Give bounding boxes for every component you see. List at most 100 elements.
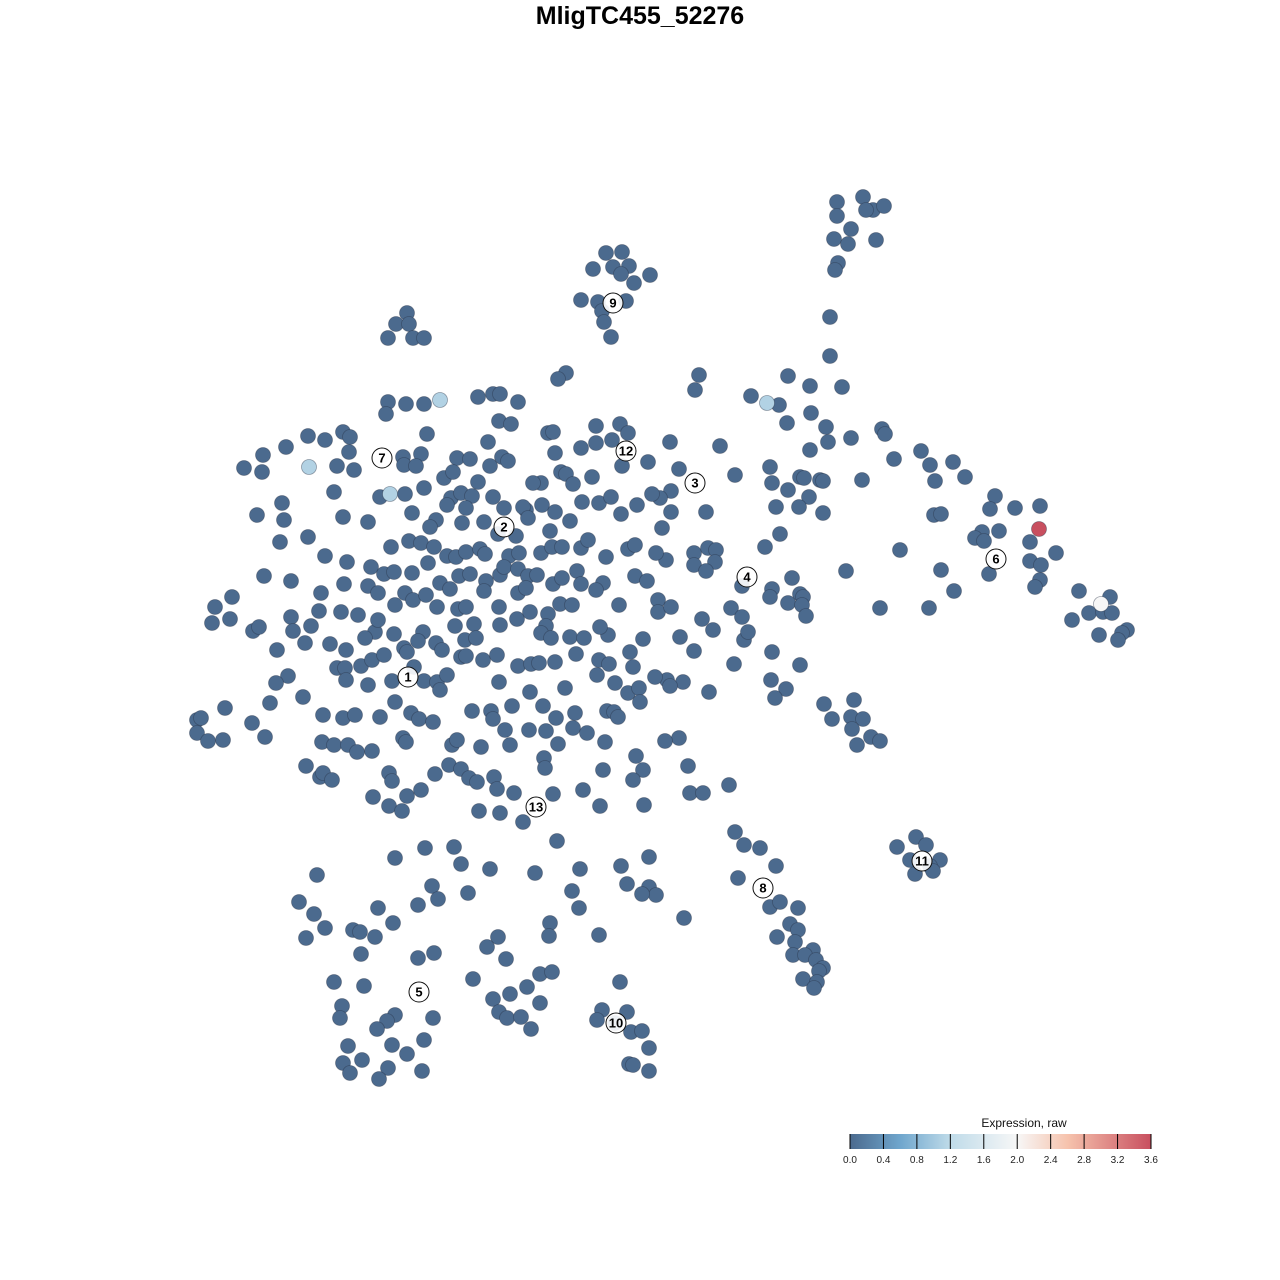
data-point xyxy=(687,382,703,398)
data-point-expressed xyxy=(382,486,398,502)
data-point xyxy=(399,644,415,660)
cluster-label-badge xyxy=(615,440,637,462)
data-point xyxy=(429,599,445,615)
data-point xyxy=(430,891,446,907)
data-point xyxy=(470,389,486,405)
cluster-label-text: 12 xyxy=(619,444,633,459)
data-point xyxy=(458,648,474,664)
data-point xyxy=(521,722,537,738)
data-point xyxy=(573,292,589,308)
data-point xyxy=(432,682,448,698)
data-point xyxy=(855,711,871,727)
data-point xyxy=(889,839,905,855)
chart-title: MligTC455_52276 xyxy=(535,2,745,30)
data-point xyxy=(589,667,605,683)
data-point xyxy=(541,928,557,944)
data-point xyxy=(476,514,492,530)
data-point xyxy=(787,934,803,950)
data-point xyxy=(657,733,673,749)
data-point xyxy=(419,426,435,442)
cluster-label-badge xyxy=(752,877,774,899)
data-point xyxy=(280,668,296,684)
data-point xyxy=(519,979,535,995)
data-point xyxy=(426,945,442,961)
data-point xyxy=(269,642,285,658)
data-point xyxy=(721,777,737,793)
data-point xyxy=(592,619,608,635)
data-point xyxy=(565,476,581,492)
data-point xyxy=(1091,627,1107,643)
data-point xyxy=(1027,579,1043,595)
data-point xyxy=(317,548,333,564)
data-point xyxy=(648,887,664,903)
data-point xyxy=(313,585,329,601)
data-point xyxy=(921,600,937,616)
cluster-label-text: 5 xyxy=(415,985,422,1000)
data-point xyxy=(763,672,779,688)
data-point xyxy=(491,674,507,690)
data-point xyxy=(485,711,501,727)
data-point xyxy=(564,597,580,613)
legend-tick-label: 3.2 xyxy=(1111,1155,1125,1166)
data-point xyxy=(918,837,934,853)
data-point xyxy=(464,703,480,719)
data-point xyxy=(491,599,507,615)
data-point xyxy=(544,964,560,980)
cluster-label-badge xyxy=(684,472,706,494)
data-point xyxy=(349,744,365,760)
data-point xyxy=(772,894,788,910)
data-point xyxy=(550,371,566,387)
data-point xyxy=(892,542,908,558)
data-point xyxy=(927,473,943,489)
data-point xyxy=(300,529,316,545)
data-point xyxy=(868,232,884,248)
data-point xyxy=(801,489,817,505)
data-point xyxy=(462,451,478,467)
data-point xyxy=(458,544,474,560)
data-point xyxy=(482,861,498,877)
data-point xyxy=(575,782,591,798)
data-point xyxy=(386,626,402,642)
data-point xyxy=(815,473,831,489)
data-point xyxy=(772,526,788,542)
data-point xyxy=(473,739,489,755)
data-point xyxy=(492,617,508,633)
legend-tick-label: 0.4 xyxy=(876,1155,890,1166)
data-point xyxy=(525,475,541,491)
data-point xyxy=(193,710,209,726)
data-point xyxy=(408,458,424,474)
data-point xyxy=(1110,632,1126,648)
data-point xyxy=(329,458,345,474)
cluster-label-text: 3 xyxy=(691,476,698,491)
data-point xyxy=(625,1057,641,1073)
data-point xyxy=(705,622,721,638)
data-point xyxy=(324,772,340,788)
data-point xyxy=(360,514,376,530)
data-point xyxy=(489,781,505,797)
data-point xyxy=(695,785,711,801)
data-point xyxy=(542,523,558,539)
cluster-label-text: 2 xyxy=(500,520,507,535)
data-point xyxy=(876,198,892,214)
data-point xyxy=(454,515,470,531)
data-point xyxy=(791,499,807,515)
data-point xyxy=(641,849,657,865)
data-point xyxy=(426,539,442,555)
cluster-label-badge xyxy=(371,447,393,469)
cluster-label: 11 xyxy=(911,850,933,872)
cluster-label: 7 xyxy=(371,447,393,469)
data-point xyxy=(326,737,342,753)
data-point xyxy=(588,418,604,434)
data-point xyxy=(475,652,491,668)
data-point xyxy=(342,429,358,445)
data-point xyxy=(769,929,785,945)
cluster-label: 3 xyxy=(684,472,706,494)
data-point xyxy=(236,460,252,476)
data-point xyxy=(1071,583,1087,599)
data-point xyxy=(244,715,260,731)
cluster-label: 8 xyxy=(752,877,774,899)
data-point xyxy=(387,694,403,710)
cluster-label: 12 xyxy=(615,440,637,462)
data-point xyxy=(778,681,794,697)
